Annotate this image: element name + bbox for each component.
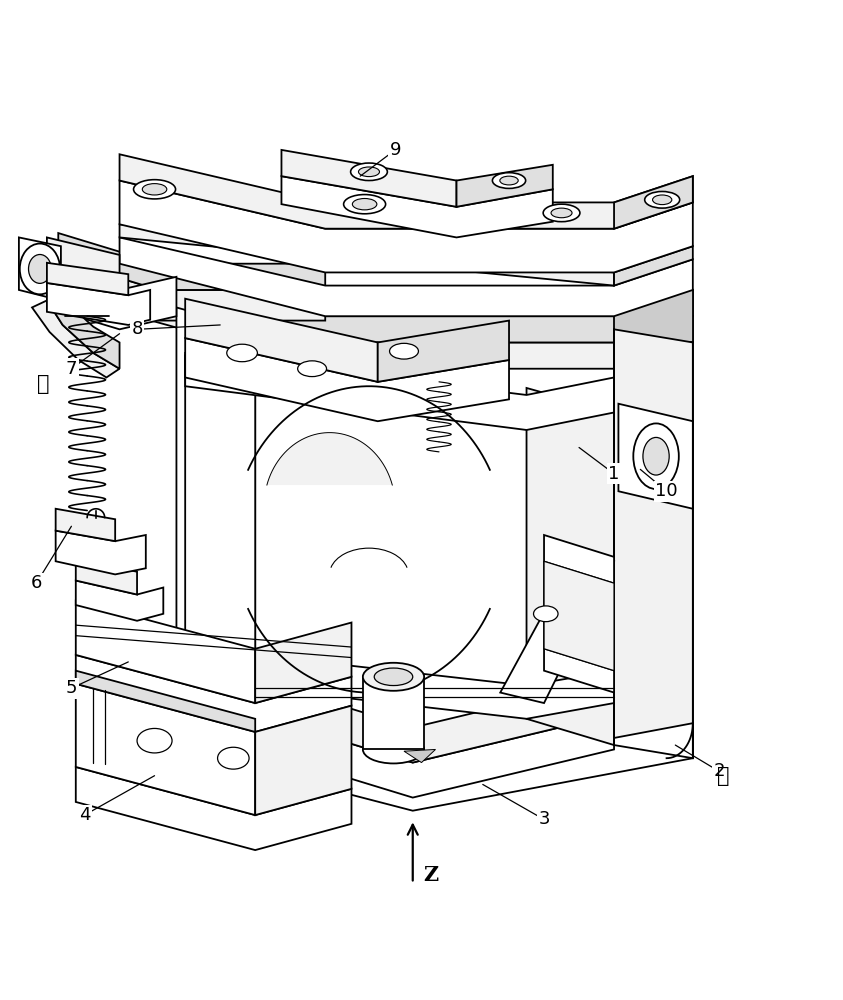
Polygon shape xyxy=(176,307,255,736)
Polygon shape xyxy=(614,176,693,229)
Ellipse shape xyxy=(19,244,60,294)
Ellipse shape xyxy=(500,176,518,185)
Ellipse shape xyxy=(362,663,424,691)
Ellipse shape xyxy=(133,180,175,199)
Polygon shape xyxy=(185,299,378,382)
Polygon shape xyxy=(76,684,255,815)
Polygon shape xyxy=(185,356,255,701)
Text: 5: 5 xyxy=(66,679,78,697)
Polygon shape xyxy=(19,237,61,300)
Ellipse shape xyxy=(374,668,413,686)
Polygon shape xyxy=(500,548,614,703)
Text: 后: 后 xyxy=(717,766,730,786)
Polygon shape xyxy=(120,237,693,316)
Polygon shape xyxy=(614,290,693,342)
Ellipse shape xyxy=(142,184,167,195)
Polygon shape xyxy=(47,237,120,290)
Polygon shape xyxy=(47,274,120,369)
Ellipse shape xyxy=(298,361,326,377)
Polygon shape xyxy=(76,655,352,732)
Polygon shape xyxy=(282,150,457,207)
Ellipse shape xyxy=(543,204,580,222)
Ellipse shape xyxy=(652,195,672,205)
Ellipse shape xyxy=(551,208,572,218)
Ellipse shape xyxy=(217,747,249,769)
Ellipse shape xyxy=(137,728,172,753)
Polygon shape xyxy=(76,671,255,732)
Polygon shape xyxy=(362,677,424,749)
Polygon shape xyxy=(120,224,614,286)
Polygon shape xyxy=(457,165,553,207)
Polygon shape xyxy=(267,433,392,485)
Polygon shape xyxy=(282,176,553,237)
Text: 8: 8 xyxy=(132,320,142,338)
Text: 9: 9 xyxy=(389,141,401,159)
Polygon shape xyxy=(58,259,325,321)
Ellipse shape xyxy=(358,167,379,177)
Polygon shape xyxy=(47,263,128,295)
Polygon shape xyxy=(120,181,693,272)
Polygon shape xyxy=(255,679,614,763)
Polygon shape xyxy=(47,283,150,325)
Ellipse shape xyxy=(645,191,679,208)
Ellipse shape xyxy=(492,173,526,188)
Polygon shape xyxy=(614,329,693,758)
Text: 7: 7 xyxy=(66,360,78,378)
Polygon shape xyxy=(47,270,176,329)
Polygon shape xyxy=(120,154,693,229)
Polygon shape xyxy=(32,300,120,377)
Polygon shape xyxy=(58,233,325,290)
Polygon shape xyxy=(185,647,614,719)
Polygon shape xyxy=(56,509,115,541)
Text: 1: 1 xyxy=(609,465,620,483)
Polygon shape xyxy=(404,749,436,763)
Polygon shape xyxy=(255,714,614,798)
Ellipse shape xyxy=(351,163,388,181)
Polygon shape xyxy=(255,623,352,703)
Polygon shape xyxy=(120,286,693,369)
Ellipse shape xyxy=(633,423,679,489)
Polygon shape xyxy=(614,246,693,286)
Text: 2: 2 xyxy=(713,762,725,780)
Polygon shape xyxy=(185,353,614,430)
Text: 前: 前 xyxy=(37,374,50,394)
Text: 10: 10 xyxy=(655,482,678,500)
Polygon shape xyxy=(185,338,509,421)
Ellipse shape xyxy=(352,198,377,210)
Polygon shape xyxy=(76,601,255,703)
Polygon shape xyxy=(527,388,614,745)
Polygon shape xyxy=(56,531,146,574)
Ellipse shape xyxy=(534,606,558,622)
Polygon shape xyxy=(619,404,693,509)
Polygon shape xyxy=(544,561,614,671)
Polygon shape xyxy=(76,558,137,595)
Text: Z: Z xyxy=(423,865,438,885)
Ellipse shape xyxy=(389,343,418,359)
Ellipse shape xyxy=(643,437,669,475)
Text: 6: 6 xyxy=(30,574,42,592)
Polygon shape xyxy=(120,259,693,342)
Polygon shape xyxy=(378,321,509,382)
Polygon shape xyxy=(255,706,352,815)
Polygon shape xyxy=(176,714,693,811)
Ellipse shape xyxy=(362,735,424,763)
Text: 4: 4 xyxy=(78,806,90,824)
Ellipse shape xyxy=(227,344,257,362)
Ellipse shape xyxy=(29,254,51,283)
Ellipse shape xyxy=(344,195,385,214)
Text: 3: 3 xyxy=(539,810,550,828)
Polygon shape xyxy=(76,581,164,621)
Polygon shape xyxy=(76,767,352,850)
Polygon shape xyxy=(544,535,614,693)
